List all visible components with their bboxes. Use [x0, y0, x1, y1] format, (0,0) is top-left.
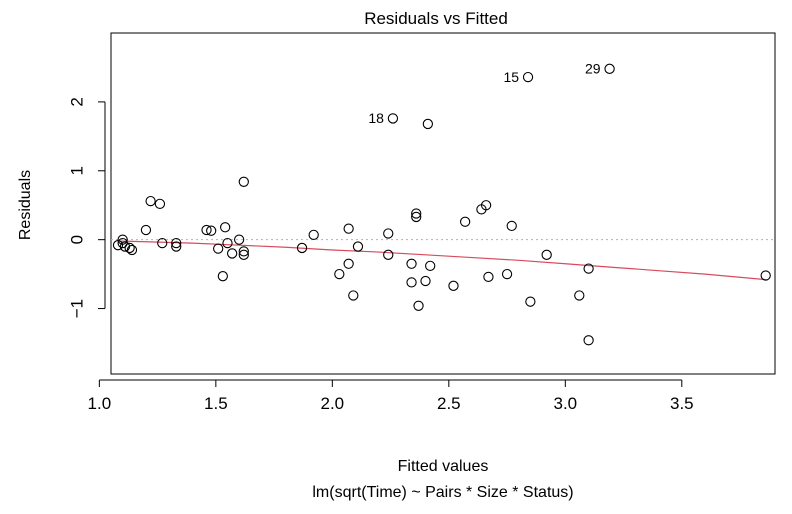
y-tick-label: 0 — [67, 235, 86, 244]
data-point — [206, 225, 217, 236]
data-point — [604, 63, 615, 74]
data-point — [411, 208, 422, 219]
y-tick-label: −1 — [67, 299, 86, 318]
point-label: 29 — [585, 61, 601, 77]
data-point — [171, 241, 182, 252]
data-point — [352, 241, 364, 252]
data-point — [522, 71, 534, 83]
data-point — [406, 277, 417, 288]
data-point — [126, 244, 138, 256]
data-point — [119, 241, 131, 252]
data-point — [406, 258, 417, 269]
data-point — [411, 211, 422, 223]
data-point — [238, 176, 249, 187]
data-point — [222, 237, 233, 249]
x-axis: 1.0 1.5 2.0 2.5 3.0 3.5 — [88, 379, 694, 413]
data-point — [238, 249, 249, 260]
data-point — [124, 242, 135, 254]
data-point — [157, 237, 168, 249]
data-point — [383, 228, 394, 239]
data-point — [201, 224, 212, 236]
x-tick-label: 3.0 — [553, 394, 577, 413]
point-label: 15 — [503, 69, 519, 85]
x-axis-label: Fitted values — [398, 458, 489, 475]
data-point — [480, 200, 492, 211]
data-point — [583, 263, 594, 274]
x-tick-label: 2.5 — [437, 394, 461, 413]
data-point — [501, 268, 513, 280]
data-point — [422, 118, 434, 130]
y-axis: −1 0 1 2 — [67, 97, 106, 318]
y-tick-label: 2 — [67, 97, 86, 106]
chart-subtitle: lm(sqrt(Time) ~ Pairs * Size * Status) — [312, 484, 573, 501]
data-point — [348, 290, 359, 301]
data-point — [413, 300, 424, 311]
point-label: 18 — [368, 110, 384, 126]
y-tick-label: 1 — [67, 166, 86, 175]
data-point — [171, 237, 182, 249]
data-point — [574, 290, 585, 301]
point-labels: 29 15 18 — [368, 61, 600, 127]
data-point — [217, 271, 228, 282]
x-tick-label: 1.0 — [88, 394, 112, 413]
chart-title: Residuals vs Fitted — [364, 9, 508, 28]
data-point — [233, 234, 245, 245]
data-point — [140, 224, 152, 236]
data-point — [383, 249, 394, 260]
data-point — [296, 242, 308, 254]
data-points — [112, 63, 771, 346]
data-point — [154, 198, 166, 209]
data-point — [583, 335, 594, 346]
data-point — [525, 296, 536, 307]
data-point — [448, 280, 459, 291]
data-point — [117, 237, 128, 249]
plot-frame — [110, 32, 776, 375]
data-point — [387, 113, 399, 124]
data-point — [541, 249, 552, 260]
data-point — [760, 270, 771, 281]
data-point — [238, 246, 249, 257]
data-point — [459, 216, 471, 227]
data-point — [117, 234, 128, 245]
data-point — [420, 275, 431, 287]
data-point — [145, 195, 156, 207]
data-point — [227, 248, 238, 259]
data-point — [334, 268, 345, 280]
x-tick-label: 1.5 — [204, 394, 228, 413]
x-tick-label: 2.0 — [321, 394, 345, 413]
y-axis-label: Residuals — [17, 170, 34, 240]
data-point — [343, 223, 354, 234]
data-point — [213, 243, 224, 254]
data-point — [308, 229, 319, 240]
x-tick-label: 3.5 — [670, 394, 694, 413]
data-point — [506, 220, 517, 232]
data-point — [343, 258, 354, 269]
data-point — [425, 260, 436, 271]
data-point — [220, 222, 231, 233]
data-point — [483, 271, 494, 283]
smooth-trend-line — [117, 240, 766, 281]
